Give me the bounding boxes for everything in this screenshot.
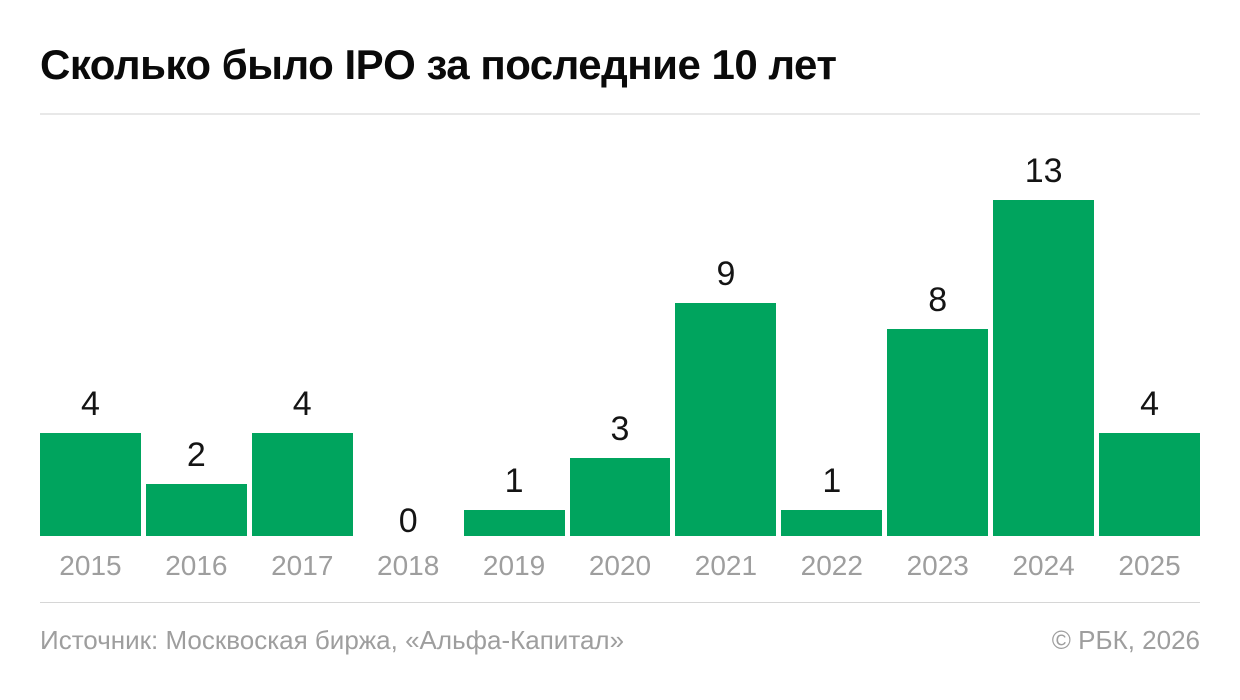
bar-2021 [675, 303, 777, 536]
bar-group-2015: 4 2015 [40, 150, 141, 580]
source-label: Источник: Москвоская биржа, «Альфа-Капит… [40, 625, 625, 655]
footer: Источник: Москвоская биржа, «Альфа-Капит… [40, 625, 1200, 656]
bar-area-2025: 4 [1099, 150, 1200, 536]
bar-value-label-2023: 8 [928, 281, 948, 320]
bar-value-label-2018: 0 [398, 502, 418, 540]
bar-2019 [463, 510, 565, 536]
bar-value-label-2016: 2 [186, 436, 206, 475]
bar-area-2020: 3 [569, 150, 671, 536]
x-axis-tick-2015: 2015 [59, 550, 122, 581]
bar-value-label-2021: 9 [716, 255, 736, 294]
x-axis-tick-2016: 2016 [165, 550, 228, 581]
bar-area-2024: 13 [993, 150, 1095, 536]
x-axis-tick-2018: 2018 [377, 550, 440, 581]
bar-group-2021: 9 2021 [675, 150, 777, 581]
bar-2023 [887, 329, 989, 536]
bar-group-2025: 4 2025 [1099, 150, 1200, 580]
x-axis-tick-2024: 2024 [1012, 550, 1075, 581]
bar-2015 [40, 432, 141, 536]
bar-value-label-2015: 4 [80, 384, 100, 423]
bar-value-label-2024: 13 [1024, 152, 1063, 190]
bar-area-2023: 8 [887, 150, 989, 536]
bar-area-2015: 4 [40, 150, 141, 536]
bar-value-label-2019: 1 [504, 462, 524, 501]
bar-group-2018: 0 2018 [358, 150, 459, 580]
bar-group-2019: 1 2019 [463, 150, 565, 581]
bar-area-2022: 1 [781, 150, 883, 536]
bar-value-label-2022: 1 [822, 462, 842, 501]
bar-2025 [1099, 432, 1200, 536]
chart-title: Сколько было IPO за последние 10 лет [40, 41, 837, 88]
title-divider [40, 113, 1200, 115]
bar-group-2024: 13 2024 [993, 150, 1095, 581]
bar-group-2022: 1 2022 [781, 150, 883, 581]
footer-divider [40, 602, 1200, 603]
bar-value-label-2020: 3 [610, 410, 630, 449]
bar-2024 [993, 200, 1095, 536]
bar-2020 [569, 458, 671, 536]
x-axis-tick-2019: 2019 [482, 550, 546, 581]
bar-group-2016: 2 2016 [145, 150, 247, 581]
bar-area-2021: 9 [675, 150, 777, 536]
x-axis-tick-2020: 2020 [588, 550, 652, 581]
bar-area-2017: 4 [251, 150, 353, 536]
bar-2016 [145, 484, 247, 536]
x-axis-tick-2025: 2025 [1118, 550, 1181, 581]
bar-group-2023: 8 2023 [887, 150, 989, 581]
bar-group-2017: 4 2017 [251, 150, 353, 581]
bar-value-label-2025: 4 [1140, 384, 1159, 423]
bar-group-2020: 3 2020 [569, 150, 671, 581]
x-axis-tick-2023: 2023 [906, 550, 969, 581]
bar-value-label-2017: 4 [292, 384, 312, 423]
chart-plot: 4 2015 2 2016 4 2017 0 2018 1 2019 3 2020 9 2021 1 2022… [40, 150, 1200, 580]
x-axis-tick-2017: 2017 [271, 550, 334, 581]
bar-chart: 4 2015 2 2016 4 2017 0 2018 1 2019 3 2020 9 2021 1 2022… [40, 150, 1200, 580]
bar-area-2018: 0 [358, 150, 459, 540]
x-axis-tick-2021: 2021 [694, 550, 758, 581]
x-axis-tick-2022: 2022 [800, 550, 863, 581]
bar-area-2016: 2 [145, 150, 247, 536]
bar-2022 [781, 510, 883, 536]
copyright-label: © РБК, 2026 [1051, 625, 1200, 655]
bar-area-2019: 1 [463, 150, 565, 536]
bar-2017 [251, 432, 353, 536]
